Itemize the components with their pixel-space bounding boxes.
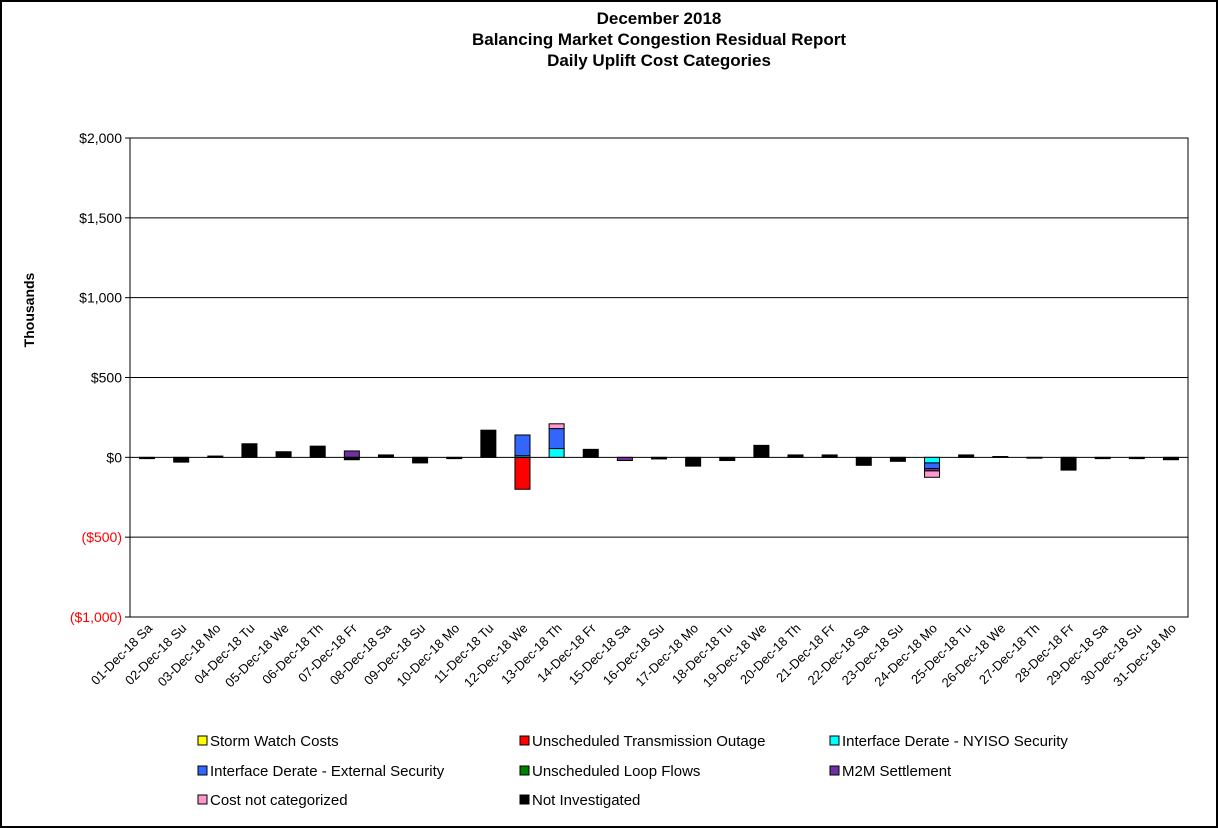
legend-label: M2M Settlement [842,763,952,780]
y-tick-label: $500 [91,370,122,386]
legend-label: Storm Watch Costs [210,733,339,750]
legend-swatch [519,794,530,805]
legend-swatch [829,765,840,776]
bar-segment [548,423,565,430]
bar-segment [241,443,258,458]
bar-segment [924,462,941,470]
bar-segment [446,456,463,460]
bar-segment [992,456,1009,458]
bar-segment [412,456,429,464]
bar-segment [207,455,224,458]
y-tick-label: $0 [106,449,122,465]
y-tick-label: $1,000 [79,290,122,306]
y-tick-label: $2,000 [79,130,122,146]
legend-swatch [197,735,208,746]
legend-label: Unscheduled Transmission Outage [532,733,765,750]
bar-segment [309,445,326,458]
bar-segment [480,429,497,458]
bar-segment [821,454,838,458]
y-tick-label: ($1,000) [70,609,122,625]
bar-segment [753,444,770,458]
legend-swatch [197,794,208,805]
legend-label: Interface Derate - External Security [210,763,445,780]
y-tick-label: $1,500 [79,210,122,226]
bar-segment [650,456,668,460]
bar-segment [1094,456,1111,460]
bar-segment [1060,456,1077,471]
bar-segment [343,450,360,458]
bar-segment [855,456,872,466]
bar-segment [1026,456,1043,459]
y-axis-label: Thousands [21,272,37,347]
bar-segment [514,456,531,490]
legend-label: Not Investigated [532,792,640,809]
legend-swatch [519,765,530,776]
bar-segment [924,470,941,478]
bar-segment [719,456,736,462]
bar-segment [548,448,565,458]
legend-label: Cost not categorized [210,792,348,809]
title-line: December 2018 [597,9,722,28]
legend-swatch [519,735,530,746]
bar-segment [548,428,565,450]
y-tick-label: ($500) [82,529,122,545]
bar-segment [924,456,941,464]
legend-swatch [197,765,208,776]
bar-segment [685,456,702,467]
bar-segment [787,454,804,458]
bar-segment [377,454,394,458]
bar-segment [1162,456,1179,461]
bar-segment [173,456,190,463]
bar-segment [514,434,531,457]
bar-segment [889,456,906,462]
bar-segment [958,454,975,458]
title-line: Balancing Market Congestion Residual Rep… [472,30,846,49]
title-line: Daily Uplift Cost Categories [547,51,771,70]
legend-label: Interface Derate - NYISO Security [842,733,1068,750]
bar-segment [275,451,292,458]
legend-swatch [829,735,840,746]
bar-segment [582,448,599,458]
bar-segment [616,456,633,462]
legend-label: Unscheduled Loop Flows [532,763,700,780]
bar-segment [343,456,360,461]
bar-segment [139,456,156,460]
bar-segment [1128,456,1145,460]
